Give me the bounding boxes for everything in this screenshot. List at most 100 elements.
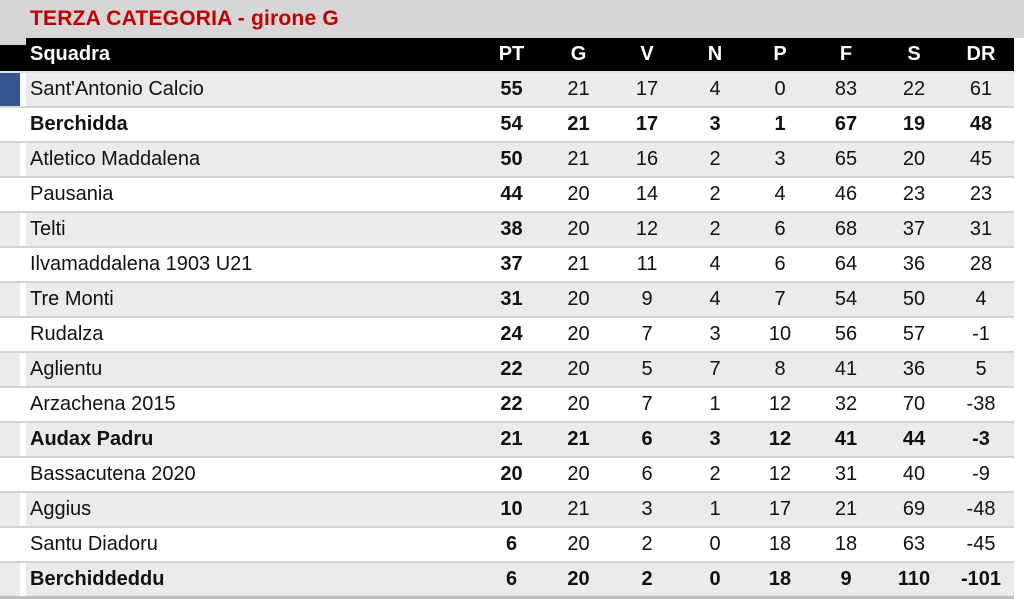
draws-cell: 2 bbox=[709, 183, 721, 205]
strip-gap bbox=[20, 388, 26, 421]
draws-cell: 4 bbox=[709, 253, 721, 275]
strip-gap bbox=[20, 493, 26, 526]
rank-marker bbox=[0, 458, 20, 491]
points-cell: 31 bbox=[500, 288, 523, 310]
games-cell: 21 bbox=[567, 78, 590, 100]
col-header-pt: PT bbox=[498, 43, 525, 65]
losses-cell: 12 bbox=[768, 393, 792, 415]
losses-cell: 7 bbox=[774, 288, 786, 310]
goals-against-cell: 22 bbox=[902, 78, 926, 100]
goals-for-cell: 67 bbox=[834, 113, 858, 135]
draws-cell: 7 bbox=[709, 358, 721, 380]
team-name-cell: Tre Monti bbox=[30, 288, 114, 310]
losses-cell: 10 bbox=[768, 323, 792, 345]
losses-cell: 0 bbox=[774, 78, 786, 100]
points-cell: 37 bbox=[500, 253, 523, 275]
goal-difference-cell: 61 bbox=[969, 78, 993, 100]
rank-marker bbox=[0, 318, 20, 351]
goals-for-cell: 54 bbox=[834, 288, 858, 310]
games-cell: 20 bbox=[567, 568, 590, 590]
rank-marker bbox=[0, 213, 20, 246]
draws-cell: 0 bbox=[709, 568, 721, 590]
rank-marker bbox=[0, 248, 20, 281]
games-cell: 21 bbox=[567, 498, 590, 520]
goals-for-cell: 32 bbox=[834, 393, 858, 415]
strip-gap bbox=[20, 248, 26, 281]
goals-against-cell: 23 bbox=[902, 183, 926, 205]
losses-cell: 8 bbox=[774, 358, 786, 380]
losses-cell: 6 bbox=[774, 218, 786, 240]
rank-marker bbox=[0, 423, 20, 456]
games-cell: 20 bbox=[567, 183, 590, 205]
col-header-s: S bbox=[907, 43, 921, 65]
goals-for-cell: 18 bbox=[834, 533, 858, 555]
rank-marker bbox=[0, 528, 20, 561]
games-cell: 20 bbox=[567, 533, 590, 555]
col-header-n: N bbox=[707, 43, 723, 65]
rank-marker bbox=[0, 143, 20, 176]
losses-cell: 3 bbox=[774, 148, 786, 170]
games-cell: 20 bbox=[567, 288, 590, 310]
games-cell: 20 bbox=[567, 358, 590, 380]
rank-marker bbox=[0, 178, 20, 211]
goals-against-cell: 70 bbox=[902, 393, 926, 415]
table-header-row: Squadra PT G V N P F S DR bbox=[0, 38, 1014, 71]
goals-against-cell: 44 bbox=[902, 428, 926, 450]
strip-gap bbox=[20, 318, 26, 351]
wins-cell: 3 bbox=[641, 498, 653, 520]
losses-cell: 12 bbox=[768, 428, 792, 450]
draws-cell: 0 bbox=[709, 533, 721, 555]
wins-cell: 17 bbox=[635, 113, 659, 135]
goals-against-cell: 63 bbox=[902, 533, 926, 555]
goal-difference-cell: -101 bbox=[960, 568, 1002, 590]
draws-cell: 2 bbox=[709, 148, 721, 170]
row-cells: Sant'Antonio Calcio 55 21 17 4 0 83 22 6… bbox=[26, 73, 1014, 106]
table-row: Audax Padru 21 21 6 3 12 41 44 -3 bbox=[0, 421, 1014, 456]
losses-cell: 1 bbox=[774, 113, 786, 135]
col-header-dr: DR bbox=[966, 43, 996, 65]
goals-against-cell: 20 bbox=[902, 148, 926, 170]
games-cell: 21 bbox=[567, 253, 590, 275]
losses-cell: 18 bbox=[768, 533, 792, 555]
goals-against-cell: 36 bbox=[902, 358, 926, 380]
games-cell: 21 bbox=[567, 113, 590, 135]
team-name-cell: Rudalza bbox=[30, 323, 104, 345]
goals-for-cell: 56 bbox=[834, 323, 858, 345]
goals-for-cell: 41 bbox=[834, 358, 858, 380]
row-cells: Pausania 44 20 14 2 4 46 23 23 bbox=[26, 178, 1014, 211]
draws-cell: 1 bbox=[709, 498, 721, 520]
losses-cell: 12 bbox=[768, 463, 792, 485]
team-name-cell: Audax Padru bbox=[30, 428, 154, 450]
goals-against-cell: 19 bbox=[902, 113, 926, 135]
goal-difference-cell: -38 bbox=[966, 393, 996, 415]
goal-difference-cell: 5 bbox=[975, 358, 987, 380]
draws-cell: 4 bbox=[709, 288, 721, 310]
table-row: Ilvamaddalena 1903 U21 37 21 11 4 6 64 3… bbox=[0, 246, 1014, 281]
strip-gap bbox=[20, 528, 26, 561]
goals-for-cell: 46 bbox=[834, 183, 858, 205]
games-cell: 21 bbox=[567, 148, 590, 170]
games-cell: 20 bbox=[567, 218, 590, 240]
points-cell: 50 bbox=[500, 148, 523, 170]
points-cell: 54 bbox=[500, 113, 523, 135]
wins-cell: 7 bbox=[641, 323, 653, 345]
rank-marker bbox=[0, 493, 20, 526]
games-cell: 20 bbox=[567, 463, 590, 485]
wins-cell: 6 bbox=[641, 428, 653, 450]
table-row: Atletico Maddalena 50 21 16 2 3 65 20 45 bbox=[0, 141, 1014, 176]
rank-marker bbox=[0, 73, 20, 106]
goals-against-cell: 37 bbox=[902, 218, 926, 240]
table-row: Berchiddeddu 6 20 2 0 18 9 110 -101 bbox=[0, 561, 1014, 596]
goals-against-cell: 57 bbox=[902, 323, 926, 345]
team-name-cell: Aglientu bbox=[30, 358, 103, 380]
col-header-g: G bbox=[570, 43, 587, 65]
goal-difference-cell: -45 bbox=[966, 533, 996, 555]
wins-cell: 2 bbox=[641, 568, 653, 590]
table-row: Berchidda 54 21 17 3 1 67 19 48 bbox=[0, 106, 1014, 141]
row-cells: Atletico Maddalena 50 21 16 2 3 65 20 45 bbox=[26, 143, 1014, 176]
wins-cell: 11 bbox=[636, 253, 658, 275]
goal-difference-cell: 28 bbox=[969, 253, 993, 275]
wins-cell: 17 bbox=[635, 78, 659, 100]
row-cells: Audax Padru 21 21 6 3 12 41 44 -3 bbox=[26, 423, 1014, 456]
team-name-cell: Aggius bbox=[30, 498, 92, 520]
